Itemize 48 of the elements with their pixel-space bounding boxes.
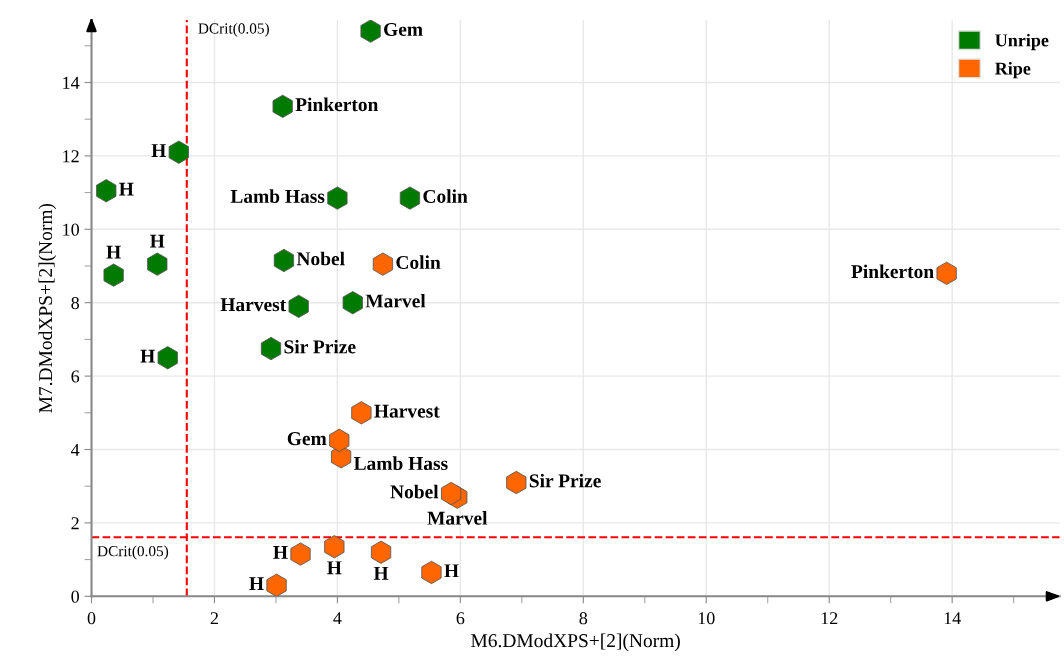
x-tick-label: 2 <box>210 612 218 625</box>
annotation: Lamb Hass <box>230 189 325 203</box>
legend-label: Unripe <box>995 33 1049 51</box>
annotation: Pinkerton <box>295 97 379 112</box>
legend-label: Ripe <box>995 61 1031 79</box>
annotation: H <box>106 245 121 259</box>
annotation: Harvest <box>220 298 287 312</box>
annotation: H <box>140 349 155 363</box>
annotation: Marvel <box>427 511 488 525</box>
x-axis-title: M6.DModXPS+[2](Norm) <box>471 633 680 652</box>
annotation: H <box>444 564 459 578</box>
y-tick-label: 10 <box>63 223 80 236</box>
y-axis-title: M7.DModXPS+[2](Norm) <box>38 203 57 413</box>
annotation: H <box>273 546 288 559</box>
annotation: Sir Prize <box>284 339 356 354</box>
annotation: H <box>151 144 166 157</box>
x-tick-label: 14 <box>944 612 961 625</box>
ref-line-label: DCrit(0.05) <box>198 22 269 37</box>
annotation: Lamb Hass <box>353 456 448 471</box>
annotation: Harvest <box>374 404 440 418</box>
y-tick-label: 0 <box>71 590 80 603</box>
y-tick-label: 2 <box>71 517 79 530</box>
y-tick-label: 8 <box>71 296 80 310</box>
annotation: H <box>249 577 264 590</box>
y-tick-label: 14 <box>63 76 80 89</box>
ref-line-label: DCrit(0.05) <box>97 545 169 560</box>
annotation: Nobel <box>390 484 439 499</box>
y-tick-label: 6 <box>71 370 80 383</box>
annotation: Gem <box>287 432 327 446</box>
x-tick-label: 8 <box>579 612 588 625</box>
annotation: Gem <box>384 22 423 36</box>
x-tick-label: 4 <box>333 612 342 625</box>
annotation: Marvel <box>365 293 426 308</box>
annotation: Pinkerton <box>851 264 934 279</box>
annotation: Nobel <box>296 251 345 266</box>
x-tick-label: 10 <box>698 612 715 625</box>
x-tick-label: 0 <box>87 612 96 625</box>
annotation: Colin <box>396 255 441 270</box>
annotation: H <box>373 566 389 580</box>
y-tick-label: 12 <box>63 150 79 163</box>
annotation: H <box>150 234 165 248</box>
x-tick-label: 6 <box>456 612 465 625</box>
x-tick-label: 12 <box>821 612 838 625</box>
annotation: Colin <box>423 189 468 203</box>
y-tick-label: 4 <box>71 443 80 456</box>
annotation: Sir Prize <box>529 473 601 488</box>
annotation: H <box>327 561 342 575</box>
annotation: H <box>119 182 134 196</box>
